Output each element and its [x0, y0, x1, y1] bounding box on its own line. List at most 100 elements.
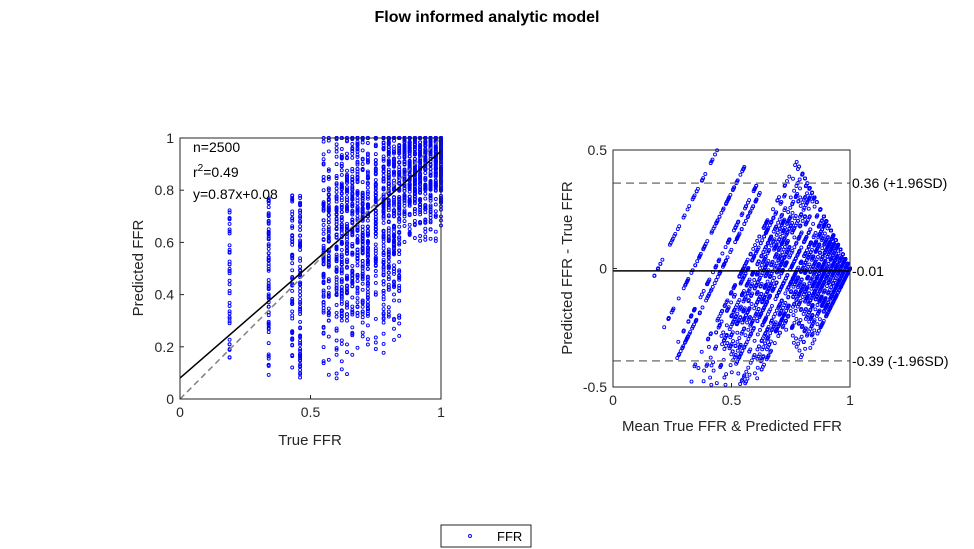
bland-altman-point	[695, 186, 700, 191]
correlation-point	[339, 187, 344, 191]
correlation-point	[321, 310, 326, 315]
correlation-point	[418, 238, 423, 243]
bland-altman-point	[790, 221, 795, 225]
correlation-point	[326, 217, 331, 222]
correlation-point	[266, 323, 271, 328]
correlation-point	[339, 153, 344, 158]
correlation-point	[339, 338, 344, 343]
bland-altman-point	[768, 331, 773, 336]
correlation-point	[290, 309, 295, 314]
correlation-point	[360, 309, 365, 314]
bland-altman-point	[794, 184, 799, 188]
correlation-point	[373, 234, 378, 239]
correlation-point	[298, 333, 303, 338]
bland-altman-point	[737, 336, 742, 341]
bland-altman-point	[755, 238, 760, 243]
bland-altman-point	[758, 266, 762, 271]
correlation-point	[397, 229, 402, 234]
bland-altman-point	[787, 174, 792, 179]
bland-altman-point	[725, 255, 730, 260]
bland-altman-point	[803, 203, 808, 207]
correlation-point	[298, 289, 303, 294]
correlation-point	[326, 138, 331, 143]
r-squared-value: =0.49	[203, 164, 239, 180]
correlation-point	[407, 222, 412, 227]
bland-altman-point	[799, 245, 804, 250]
correlation-point	[392, 337, 396, 342]
correlation-point	[326, 167, 331, 172]
correlation-point	[326, 175, 331, 180]
correlation-point	[339, 216, 344, 221]
correlation-point	[360, 246, 365, 251]
correlation-point	[345, 185, 349, 190]
correlation-point	[334, 154, 339, 159]
bland-altman-point	[755, 332, 760, 337]
bland-altman-point	[812, 204, 817, 209]
correlation-point	[266, 321, 271, 326]
correlation-point	[321, 243, 326, 248]
correlation-point	[321, 359, 326, 364]
correlation-point	[381, 350, 386, 355]
correlation-x-tick-label: 0.5	[301, 404, 321, 420]
bland-altman-point	[711, 368, 716, 373]
correlation-point	[397, 235, 402, 240]
correlation-point	[350, 331, 355, 336]
correlation-point	[326, 334, 331, 339]
correlation-point	[326, 168, 331, 173]
correlation-point	[345, 315, 349, 319]
correlation-point	[345, 179, 349, 184]
bland-altman-point	[808, 345, 813, 350]
correlation-point	[298, 286, 303, 291]
correlation-point	[373, 269, 378, 273]
correlation-point	[397, 180, 402, 185]
correlation-point	[227, 216, 232, 221]
bland-altman-point	[755, 365, 760, 370]
correlation-point	[339, 198, 344, 203]
correlation-point	[334, 252, 339, 257]
bland-altman-point	[793, 163, 798, 168]
correlation-point	[321, 222, 326, 227]
correlation-point	[365, 189, 370, 194]
correlation-point	[227, 227, 232, 232]
correlation-point	[355, 345, 360, 350]
correlation-point	[433, 174, 438, 179]
correlation-point	[334, 352, 339, 357]
correlation-point	[290, 225, 295, 230]
bland-altman-point	[708, 355, 713, 360]
bland-altman-point	[805, 191, 809, 196]
correlation-point	[386, 287, 391, 292]
bland-altman-point	[705, 239, 710, 244]
correlation-point	[326, 279, 331, 284]
correlation-point	[418, 188, 423, 193]
correlation-point	[428, 172, 433, 177]
correlation-point	[428, 213, 433, 217]
correlation-point	[397, 283, 402, 288]
bland-altman-point	[781, 247, 786, 252]
bland-altman-point	[723, 245, 728, 250]
correlation-point	[373, 292, 378, 297]
correlation-point	[227, 269, 232, 274]
correlation-point	[365, 218, 370, 223]
bland-altman-point	[798, 186, 802, 191]
bland-altman-point	[826, 223, 831, 228]
correlation-point	[360, 275, 365, 280]
correlation-point	[298, 358, 303, 363]
correlation-point	[350, 352, 355, 357]
bland-altman-point	[715, 274, 720, 279]
correlation-point	[373, 248, 378, 253]
correlation-point	[412, 147, 417, 151]
bland-altman-point	[777, 217, 782, 222]
bland-altman-point	[744, 369, 749, 374]
correlation-point	[266, 286, 271, 291]
correlation-point	[381, 147, 386, 152]
correlation-point	[373, 273, 378, 278]
correlation-point	[355, 177, 360, 182]
bland-altman-point	[745, 376, 750, 381]
correlation-point	[321, 247, 326, 252]
correlation-point	[355, 296, 360, 301]
bland-altman-point	[788, 195, 793, 200]
correlation-point	[298, 342, 303, 347]
bland-altman-point	[792, 216, 797, 221]
correlation-point	[339, 204, 344, 209]
bland-altman-point	[813, 307, 818, 312]
